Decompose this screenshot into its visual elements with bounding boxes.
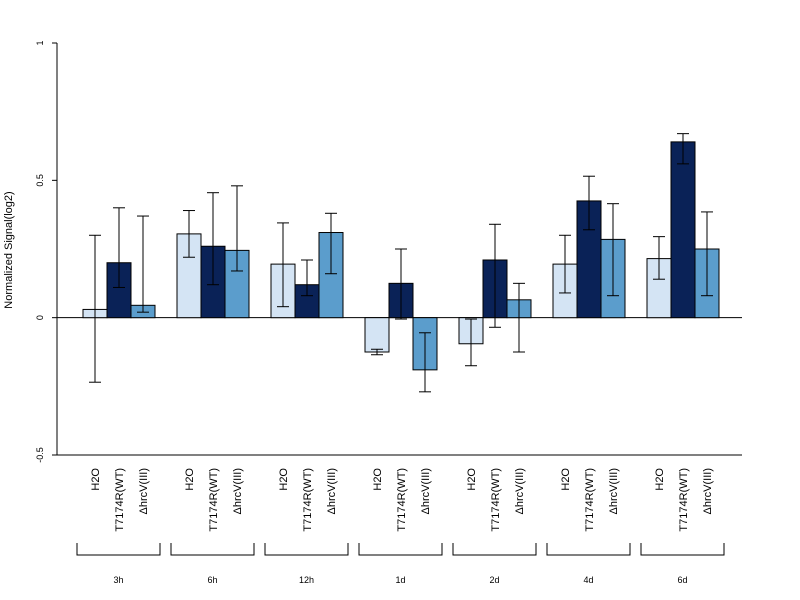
category-label: ΔhrcV(III) [232,468,244,514]
category-label: ΔhrcV(III) [326,468,338,514]
category-label: ΔhrcV(III) [608,468,620,514]
group-label: 12h [299,575,314,585]
group-bracket [358,543,443,556]
category-label: T7174R(WT) [584,468,596,532]
category-label: H2O [372,468,384,491]
group-label: 2d [489,575,499,585]
category-label: T7174R(WT) [114,468,126,532]
category-label: ΔhrcV(III) [420,468,432,514]
category-label: T7174R(WT) [208,468,220,532]
group-label: 3h [113,575,123,585]
category-label: T7174R(WT) [302,468,314,532]
category-label: T7174R(WT) [490,468,502,532]
y-tick-label: -0.5 [35,447,45,463]
category-label: H2O [184,468,196,491]
group-bracket [640,543,725,556]
y-axis-label: Normalized Signal(log2) [3,191,15,308]
category-label: ΔhrcV(III) [514,468,526,514]
group-label: 6d [677,575,687,585]
group-bracket [264,543,349,556]
bars [82,133,720,393]
y-tick-label: 0 [35,315,45,320]
category-label: T7174R(WT) [678,468,690,532]
x-axis [57,317,742,456]
category-label: ΔhrcV(III) [702,468,714,514]
bar [670,141,696,319]
category-label: H2O [654,468,666,491]
group-bracket [546,543,631,556]
category-labels: H2O T7174R(WT) ΔhrcV(III) H2O T7174R(WT) Δhrc… [90,468,714,532]
category-label: H2O [466,468,478,491]
bar [364,317,390,353]
y-tick-label: 1 [35,40,45,45]
y-axis: -0.5 0 0.5 1 [35,40,58,463]
category-label: ΔhrcV(III) [138,468,150,514]
group-bracket [452,543,537,556]
group-labels: 3h 6h 12h 1d 2d 4d 6d [76,543,725,585]
group-bracket [170,543,255,556]
y-tick-label: 0.5 [35,174,45,187]
category-label: H2O [278,468,290,491]
category-label: H2O [90,468,102,491]
group-label: 6h [207,575,217,585]
group-label: 4d [583,575,593,585]
category-label: H2O [560,468,572,491]
group-bracket [76,543,161,556]
group-label: 1d [395,575,405,585]
category-label: T7174R(WT) [396,468,408,532]
